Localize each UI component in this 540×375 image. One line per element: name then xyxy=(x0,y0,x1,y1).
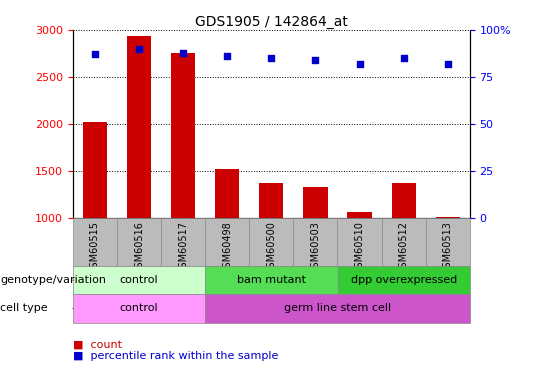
Point xyxy=(223,53,232,59)
Bar xyxy=(347,212,372,217)
Title: GDS1905 / 142864_at: GDS1905 / 142864_at xyxy=(195,15,348,29)
Bar xyxy=(117,217,161,266)
Point xyxy=(311,57,320,63)
Text: ■  count: ■ count xyxy=(73,340,122,350)
Point xyxy=(355,61,364,67)
Text: GSM60512: GSM60512 xyxy=(399,221,409,274)
Text: germ line stem cell: germ line stem cell xyxy=(284,303,391,313)
Point xyxy=(91,51,99,57)
Text: cell type: cell type xyxy=(0,303,48,313)
Point xyxy=(267,55,275,61)
Text: GSM60515: GSM60515 xyxy=(90,221,100,274)
Text: GSM60500: GSM60500 xyxy=(266,221,276,274)
Bar xyxy=(83,122,107,218)
Text: GSM60513: GSM60513 xyxy=(443,221,453,274)
Bar xyxy=(259,183,284,218)
Text: dpp overexpressed: dpp overexpressed xyxy=(350,275,457,285)
Bar xyxy=(249,217,293,266)
Bar xyxy=(171,53,195,217)
Point xyxy=(179,50,187,55)
Text: bam mutant: bam mutant xyxy=(237,275,306,285)
Bar xyxy=(426,217,470,266)
Bar xyxy=(205,217,249,266)
Bar xyxy=(127,36,151,218)
Bar xyxy=(161,217,205,266)
Text: GSM60510: GSM60510 xyxy=(355,221,365,274)
Point xyxy=(135,46,144,52)
Bar xyxy=(303,187,328,218)
Text: GSM60498: GSM60498 xyxy=(222,221,232,274)
Bar xyxy=(382,217,426,266)
Bar xyxy=(215,169,239,217)
Point xyxy=(399,55,408,61)
Bar xyxy=(73,217,117,266)
Text: GSM60517: GSM60517 xyxy=(178,221,188,274)
Bar xyxy=(338,217,382,266)
Bar xyxy=(293,217,338,266)
Text: GSM60503: GSM60503 xyxy=(310,221,320,274)
Text: GSM60516: GSM60516 xyxy=(134,221,144,274)
Text: ■  percentile rank within the sample: ■ percentile rank within the sample xyxy=(73,351,278,361)
Point xyxy=(443,61,452,67)
Text: control: control xyxy=(120,275,158,285)
Bar xyxy=(392,183,416,218)
Text: control: control xyxy=(120,303,158,313)
Text: genotype/variation: genotype/variation xyxy=(0,275,106,285)
